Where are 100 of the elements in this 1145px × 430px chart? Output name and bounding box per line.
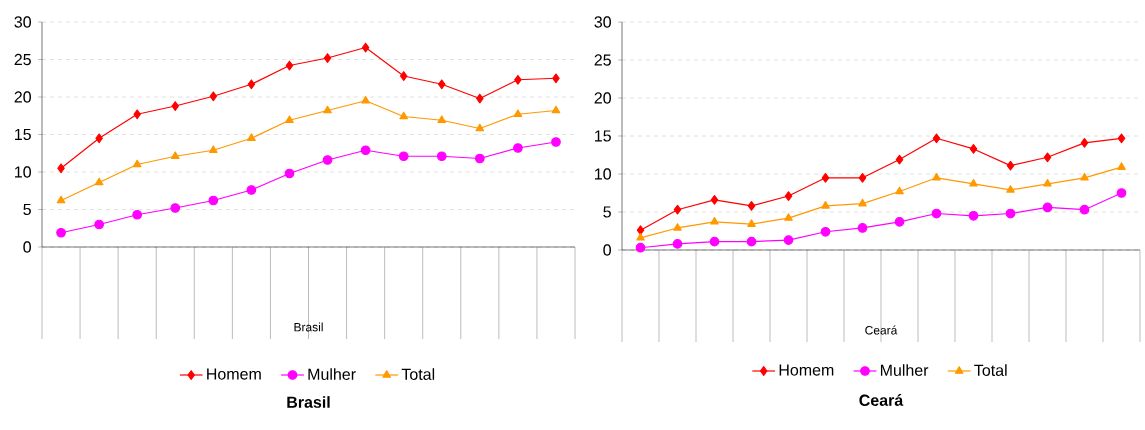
point bbox=[57, 163, 65, 174]
y-tick-label: 20 bbox=[14, 91, 31, 103]
point bbox=[94, 177, 104, 186]
y-tick-label: 15 bbox=[15, 128, 31, 141]
point bbox=[361, 95, 370, 104]
point bbox=[322, 155, 333, 165]
point bbox=[672, 239, 683, 249]
point bbox=[94, 219, 104, 230]
point bbox=[968, 210, 979, 221]
point bbox=[323, 105, 332, 114]
point bbox=[784, 213, 793, 221]
point bbox=[1116, 188, 1127, 198]
point bbox=[895, 186, 904, 195]
point bbox=[635, 242, 646, 253]
point bbox=[636, 225, 645, 236]
point bbox=[1079, 204, 1090, 215]
point bbox=[171, 101, 180, 111]
legend-label: Total bbox=[974, 364, 1007, 376]
legend-label: Total bbox=[401, 368, 435, 380]
point bbox=[1080, 172, 1089, 181]
point bbox=[1080, 137, 1089, 148]
point bbox=[285, 60, 294, 71]
point bbox=[709, 236, 720, 247]
point bbox=[285, 115, 294, 123]
point bbox=[1006, 185, 1015, 193]
point bbox=[247, 79, 256, 90]
y-tick-label: 10 bbox=[595, 168, 611, 180]
y-tick-label: 30 bbox=[14, 16, 31, 28]
point bbox=[436, 151, 447, 162]
y-tick-label: 5 bbox=[23, 203, 31, 216]
point bbox=[894, 217, 905, 227]
point bbox=[209, 145, 218, 153]
point bbox=[895, 154, 904, 165]
point bbox=[399, 71, 408, 81]
point bbox=[95, 133, 103, 144]
point bbox=[551, 137, 561, 147]
point bbox=[783, 235, 794, 245]
x-axis-title: Brasil bbox=[294, 322, 323, 332]
point bbox=[398, 151, 409, 162]
point bbox=[513, 109, 523, 117]
point bbox=[56, 227, 66, 238]
point bbox=[1117, 133, 1126, 144]
point bbox=[551, 105, 561, 114]
point bbox=[784, 191, 793, 201]
x-axis-title: Ceará bbox=[865, 325, 898, 335]
point bbox=[513, 143, 523, 153]
point bbox=[133, 109, 141, 120]
point bbox=[710, 217, 719, 225]
y-tick-label: 10 bbox=[15, 166, 31, 178]
point bbox=[132, 159, 142, 168]
point bbox=[246, 185, 257, 195]
point bbox=[747, 201, 756, 211]
point bbox=[636, 232, 645, 241]
y-tick-label: 5 bbox=[603, 206, 611, 218]
point bbox=[1006, 160, 1015, 171]
point bbox=[746, 236, 757, 247]
point bbox=[323, 53, 332, 63]
point bbox=[170, 203, 181, 213]
y-tick-label: 25 bbox=[14, 53, 31, 66]
point bbox=[1005, 208, 1016, 219]
point bbox=[284, 168, 295, 179]
point bbox=[1043, 179, 1052, 187]
point bbox=[361, 42, 370, 53]
text: Brasil bbox=[287, 396, 330, 408]
point bbox=[673, 223, 682, 231]
y-tick-label: 25 bbox=[594, 54, 611, 66]
point bbox=[474, 153, 485, 164]
text: Ceará bbox=[859, 394, 904, 406]
point bbox=[170, 151, 180, 159]
point bbox=[857, 223, 868, 233]
legend-label: Homem bbox=[779, 364, 834, 376]
point bbox=[969, 144, 978, 154]
y-tick-label: 0 bbox=[603, 244, 611, 256]
legend-label: Homem bbox=[207, 368, 261, 380]
point bbox=[931, 208, 942, 219]
point bbox=[399, 111, 408, 120]
point bbox=[932, 133, 941, 144]
y-tick-label: 20 bbox=[594, 92, 611, 104]
point bbox=[858, 198, 867, 207]
point bbox=[932, 172, 941, 181]
point bbox=[552, 73, 560, 84]
point bbox=[821, 172, 830, 183]
point bbox=[437, 79, 446, 90]
legend-label: Mulher bbox=[308, 368, 356, 380]
point bbox=[437, 115, 447, 123]
point bbox=[56, 195, 66, 204]
point bbox=[475, 123, 485, 132]
point bbox=[476, 93, 484, 104]
point bbox=[1042, 202, 1053, 213]
legend-label: Mulher bbox=[880, 364, 929, 376]
point bbox=[360, 145, 371, 156]
point bbox=[209, 91, 218, 102]
point bbox=[132, 209, 143, 220]
point bbox=[821, 201, 830, 209]
point bbox=[514, 74, 522, 85]
y-tick-label: 15 bbox=[595, 130, 611, 142]
point bbox=[747, 219, 756, 227]
point bbox=[820, 226, 831, 237]
point bbox=[208, 195, 219, 206]
point bbox=[1117, 162, 1126, 170]
